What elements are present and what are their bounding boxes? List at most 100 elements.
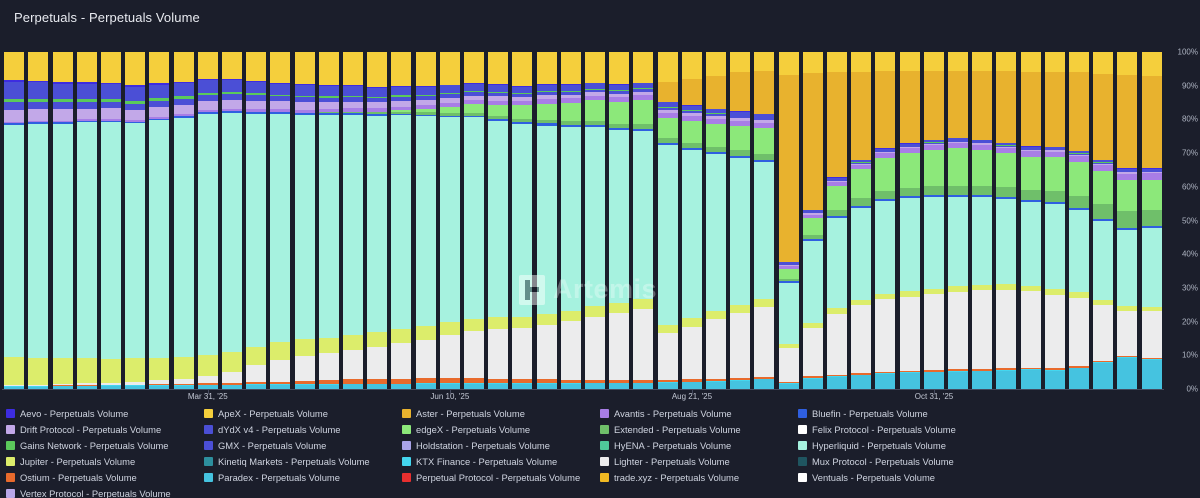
- bar-segment[interactable]: [875, 199, 896, 202]
- bar-segment[interactable]: [584, 52, 605, 83]
- bar-segment[interactable]: [76, 120, 97, 123]
- bar-segment[interactable]: [52, 102, 73, 110]
- bar-segment[interactable]: [512, 86, 533, 93]
- bar-segment[interactable]: [681, 142, 702, 148]
- bar-segment[interactable]: [342, 383, 363, 385]
- bar-segment[interactable]: [705, 113, 726, 115]
- bar-segment[interactable]: [851, 163, 872, 165]
- bar-column[interactable]: [244, 52, 268, 389]
- bar-segment[interactable]: [294, 112, 315, 115]
- bar-segment[interactable]: [415, 378, 436, 384]
- bar-segment[interactable]: [270, 83, 291, 95]
- bar-segment[interactable]: [609, 313, 630, 381]
- bar-segment[interactable]: [221, 92, 242, 95]
- bar-segment[interactable]: [657, 137, 678, 144]
- bar-segment[interactable]: [609, 52, 630, 85]
- bar-segment[interactable]: [851, 160, 872, 163]
- bar-segment[interactable]: [584, 92, 605, 96]
- bar-segment[interactable]: [996, 147, 1017, 154]
- bar-segment[interactable]: [197, 92, 218, 95]
- bar-segment[interactable]: [1020, 200, 1041, 203]
- bar-segment[interactable]: [391, 384, 412, 389]
- bar-segment[interactable]: [1141, 52, 1162, 76]
- bar-segment[interactable]: [899, 148, 920, 154]
- bar-segment[interactable]: [1141, 357, 1162, 360]
- bar-segment[interactable]: [294, 114, 315, 340]
- bar-segment[interactable]: [948, 371, 969, 389]
- bar-segment[interactable]: [923, 140, 944, 143]
- bar-segment[interactable]: [899, 291, 920, 297]
- bar-segment[interactable]: [633, 299, 654, 309]
- bar-segment[interactable]: [730, 150, 751, 156]
- legend-item[interactable]: dYdX v4 - Perpetuals Volume: [204, 421, 402, 437]
- bar-segment[interactable]: [391, 343, 412, 379]
- bar-segment[interactable]: [391, 111, 412, 114]
- bar-segment[interactable]: [28, 386, 49, 389]
- bar-segment[interactable]: [197, 355, 218, 376]
- bar-segment[interactable]: [996, 369, 1017, 371]
- bar-segment[interactable]: [560, 91, 581, 95]
- bar-segment[interactable]: [367, 113, 388, 116]
- bar-segment[interactable]: [972, 143, 993, 145]
- bar-segment[interactable]: [536, 314, 557, 326]
- bar-segment[interactable]: [657, 109, 678, 113]
- bar-segment[interactable]: [270, 52, 291, 83]
- bar-segment[interactable]: [778, 265, 799, 267]
- bar-segment[interactable]: [972, 149, 993, 186]
- bar-segment[interactable]: [149, 83, 170, 85]
- bar-segment[interactable]: [584, 127, 605, 307]
- bar-segment[interactable]: [875, 71, 896, 149]
- bar-segment[interactable]: [28, 120, 49, 123]
- bar-segment[interactable]: [536, 103, 557, 120]
- bar-segment[interactable]: [4, 121, 25, 124]
- bar-segment[interactable]: [270, 381, 291, 385]
- bar-segment[interactable]: [1020, 146, 1041, 149]
- bar-segment[interactable]: [1117, 305, 1138, 311]
- bar-segment[interactable]: [391, 383, 412, 385]
- bar-segment[interactable]: [996, 289, 1017, 369]
- bar-segment[interactable]: [463, 318, 484, 332]
- bar-segment[interactable]: [1093, 220, 1114, 301]
- bar-segment[interactable]: [342, 335, 363, 351]
- bar-segment[interactable]: [754, 127, 775, 155]
- bar-segment[interactable]: [4, 124, 25, 357]
- bar-segment[interactable]: [754, 379, 775, 389]
- bar-segment[interactable]: [1069, 366, 1090, 368]
- bar-segment[interactable]: [1141, 227, 1162, 307]
- bar-segment[interactable]: [439, 113, 460, 116]
- bar-segment[interactable]: [730, 380, 751, 381]
- bar-segment[interactable]: [76, 385, 97, 387]
- bar-segment[interactable]: [802, 328, 823, 377]
- bar-segment[interactable]: [1093, 305, 1114, 361]
- bar-segment[interactable]: [391, 85, 412, 87]
- bar-column[interactable]: [438, 52, 462, 389]
- bar-segment[interactable]: [488, 84, 509, 85]
- bar-segment[interactable]: [100, 82, 121, 85]
- bar-segment[interactable]: [125, 386, 146, 389]
- bar-segment[interactable]: [415, 100, 436, 106]
- bar-segment[interactable]: [923, 370, 944, 372]
- bar-segment[interactable]: [730, 380, 751, 389]
- bar-segment[interactable]: [488, 100, 509, 105]
- legend-item[interactable]: Aevo - Perpetuals Volume: [6, 405, 204, 421]
- bar-segment[interactable]: [439, 378, 460, 384]
- bar-segment[interactable]: [52, 81, 73, 84]
- bar-segment[interactable]: [76, 82, 97, 84]
- bar-segment[interactable]: [488, 120, 509, 317]
- bar-segment[interactable]: [730, 312, 751, 379]
- bar-segment[interactable]: [28, 386, 49, 387]
- bar-segment[interactable]: [560, 84, 581, 86]
- bar-segment[interactable]: [342, 101, 363, 109]
- bar-segment[interactable]: [609, 85, 630, 91]
- bar-segment[interactable]: [173, 385, 194, 389]
- bar-segment[interactable]: [1020, 369, 1041, 389]
- bar-column[interactable]: [292, 52, 316, 389]
- bar-segment[interactable]: [246, 384, 267, 385]
- bar-column[interactable]: [946, 52, 970, 389]
- bar-segment[interactable]: [972, 140, 993, 143]
- bar-segment[interactable]: [318, 337, 339, 354]
- bar-segment[interactable]: [851, 207, 872, 300]
- bar-segment[interactable]: [875, 373, 896, 389]
- bar-segment[interactable]: [149, 384, 170, 386]
- bar-segment[interactable]: [584, 82, 605, 84]
